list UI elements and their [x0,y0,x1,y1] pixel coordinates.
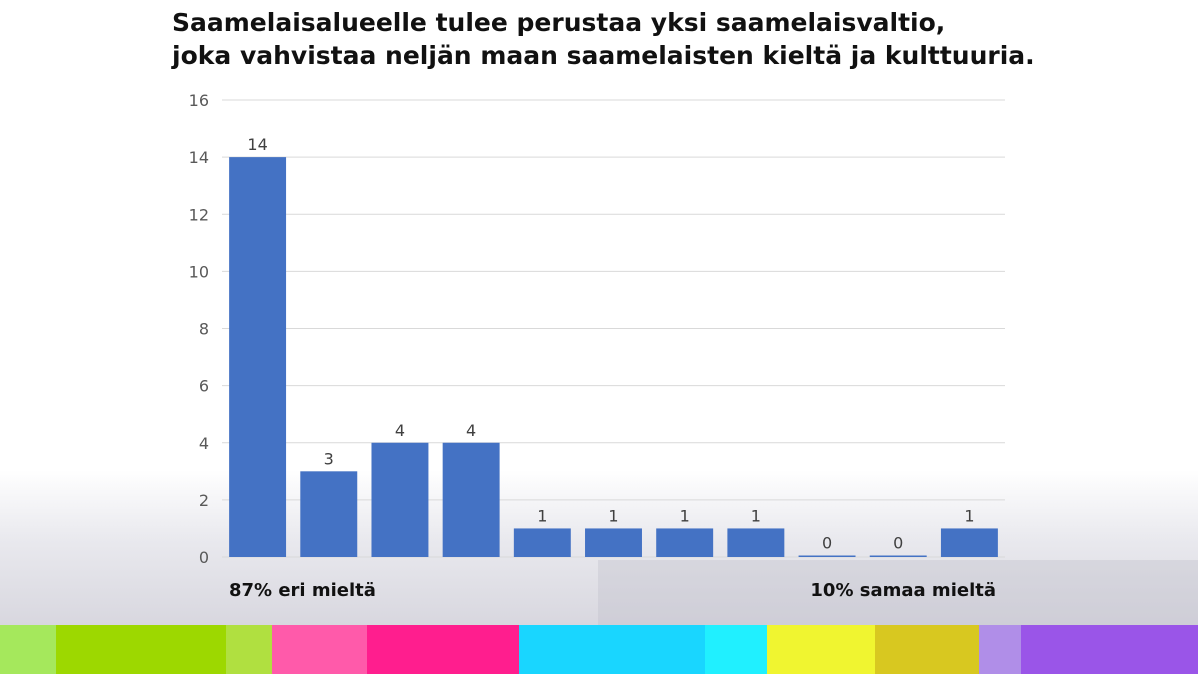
stripe-segment [767,625,875,674]
stripe-segment [875,625,979,674]
bar [798,555,856,557]
title-line-1: Saamelaisalueelle tulee perustaa yksi sa… [172,8,946,37]
chart-title: Saamelaisalueelle tulee perustaa yksi sa… [172,6,1132,72]
data-label: 4 [395,421,405,440]
summary-shade [598,560,1198,625]
disagree-summary: 87% eri mieltä [229,580,376,601]
color-stripe [0,625,1198,674]
stripe-segment [979,625,1021,674]
y-tick-label: 2 [199,491,209,510]
y-tick-label: 10 [189,262,209,281]
y-tick-label: 16 [189,91,209,110]
bar [940,528,998,557]
y-tick-label: 0 [199,548,209,567]
y-tick-label: 8 [199,320,209,339]
data-label: 1 [608,506,618,525]
stripe-segment [367,625,519,674]
bar [585,528,642,557]
bar [656,528,714,557]
y-tick-label: 6 [199,377,209,396]
stripe-segment [1021,625,1198,674]
bar [300,471,358,557]
stripe-segment [226,625,272,674]
data-label: 0 [822,534,832,553]
y-tick-label: 14 [189,148,209,167]
bar [727,528,785,557]
bar [442,442,500,557]
stripe-segment [0,625,56,674]
stripe-segment [56,625,226,674]
y-tick-label: 12 [189,205,209,224]
data-label: 14 [247,135,267,154]
y-tick-label: 4 [199,434,209,453]
stripe-segment [519,625,705,674]
agree-summary: 10% samaa mieltä [810,580,996,601]
data-label: 4 [466,421,476,440]
title-line-2: joka vahvistaa neljän maan saamelaisten … [172,41,1035,70]
data-label: 1 [537,506,547,525]
bar [513,528,571,557]
data-label: 3 [324,449,334,468]
data-label: 1 [680,506,690,525]
bar [229,157,287,557]
stripe-segment [272,625,367,674]
bar [371,442,429,557]
data-label: 0 [893,534,903,553]
data-label: 1 [751,506,761,525]
bar [869,555,927,557]
data-label: 1 [964,506,974,525]
stripe-segment [705,625,767,674]
